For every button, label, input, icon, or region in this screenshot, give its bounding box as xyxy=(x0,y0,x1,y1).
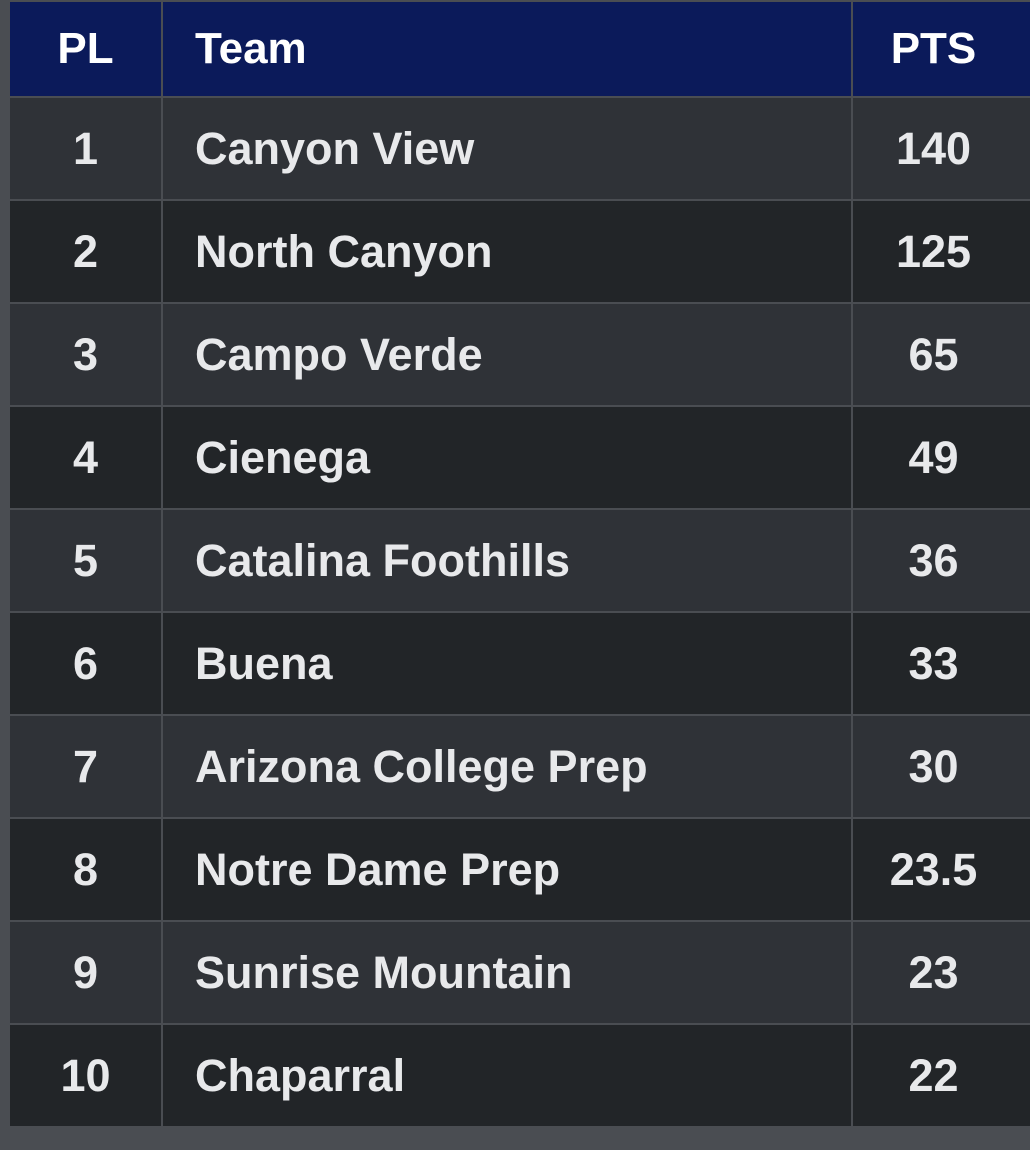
table-row: 4 Cienega 49 xyxy=(8,405,1030,510)
points-cell: 22 xyxy=(851,1023,1030,1128)
place-cell: 8 xyxy=(8,817,163,922)
points-cell: 30 xyxy=(851,714,1030,819)
table-row: 9 Sunrise Mountain 23 xyxy=(8,920,1030,1025)
table-row: 3 Campo Verde 65 xyxy=(8,302,1030,407)
place-cell: 3 xyxy=(8,302,163,407)
points-cell: 49 xyxy=(851,405,1030,510)
team-cell: Catalina Foothills xyxy=(161,508,853,613)
table-row: 7 Arizona College Prep 30 xyxy=(8,714,1030,819)
table-row: 6 Buena 33 xyxy=(8,611,1030,716)
header-team: Team xyxy=(161,0,853,98)
team-cell: North Canyon xyxy=(161,199,853,304)
header-row: PL Team PTS xyxy=(8,0,1030,98)
table-row: 2 North Canyon 125 xyxy=(8,199,1030,304)
points-cell: 125 xyxy=(851,199,1030,304)
place-cell: 6 xyxy=(8,611,163,716)
points-cell: 33 xyxy=(851,611,1030,716)
team-cell: Buena xyxy=(161,611,853,716)
table-body: 1 Canyon View 140 2 North Canyon 125 3 C… xyxy=(8,96,1030,1128)
team-cell: Sunrise Mountain xyxy=(161,920,853,1025)
header-place: PL xyxy=(8,0,163,98)
table-row: 5 Catalina Foothills 36 xyxy=(8,508,1030,613)
place-cell: 2 xyxy=(8,199,163,304)
place-cell: 4 xyxy=(8,405,163,510)
standings-table: PL Team PTS 1 Canyon View 140 2 North Ca… xyxy=(8,0,1030,1128)
place-cell: 5 xyxy=(8,508,163,613)
place-cell: 9 xyxy=(8,920,163,1025)
team-cell: Campo Verde xyxy=(161,302,853,407)
points-cell: 65 xyxy=(851,302,1030,407)
points-cell: 23 xyxy=(851,920,1030,1025)
team-cell: Cienega xyxy=(161,405,853,510)
team-cell: Arizona College Prep xyxy=(161,714,853,819)
points-cell: 36 xyxy=(851,508,1030,613)
team-cell: Chaparral xyxy=(161,1023,853,1128)
header-points: PTS xyxy=(851,0,1030,98)
table-row: 10 Chaparral 22 xyxy=(8,1023,1030,1128)
table-header: PL Team PTS xyxy=(8,0,1030,98)
table-row: 1 Canyon View 140 xyxy=(8,96,1030,201)
place-cell: 7 xyxy=(8,714,163,819)
points-cell: 140 xyxy=(851,96,1030,201)
place-cell: 10 xyxy=(8,1023,163,1128)
team-cell: Canyon View xyxy=(161,96,853,201)
place-cell: 1 xyxy=(8,96,163,201)
table-row: 8 Notre Dame Prep 23.5 xyxy=(8,817,1030,922)
points-cell: 23.5 xyxy=(851,817,1030,922)
team-cell: Notre Dame Prep xyxy=(161,817,853,922)
